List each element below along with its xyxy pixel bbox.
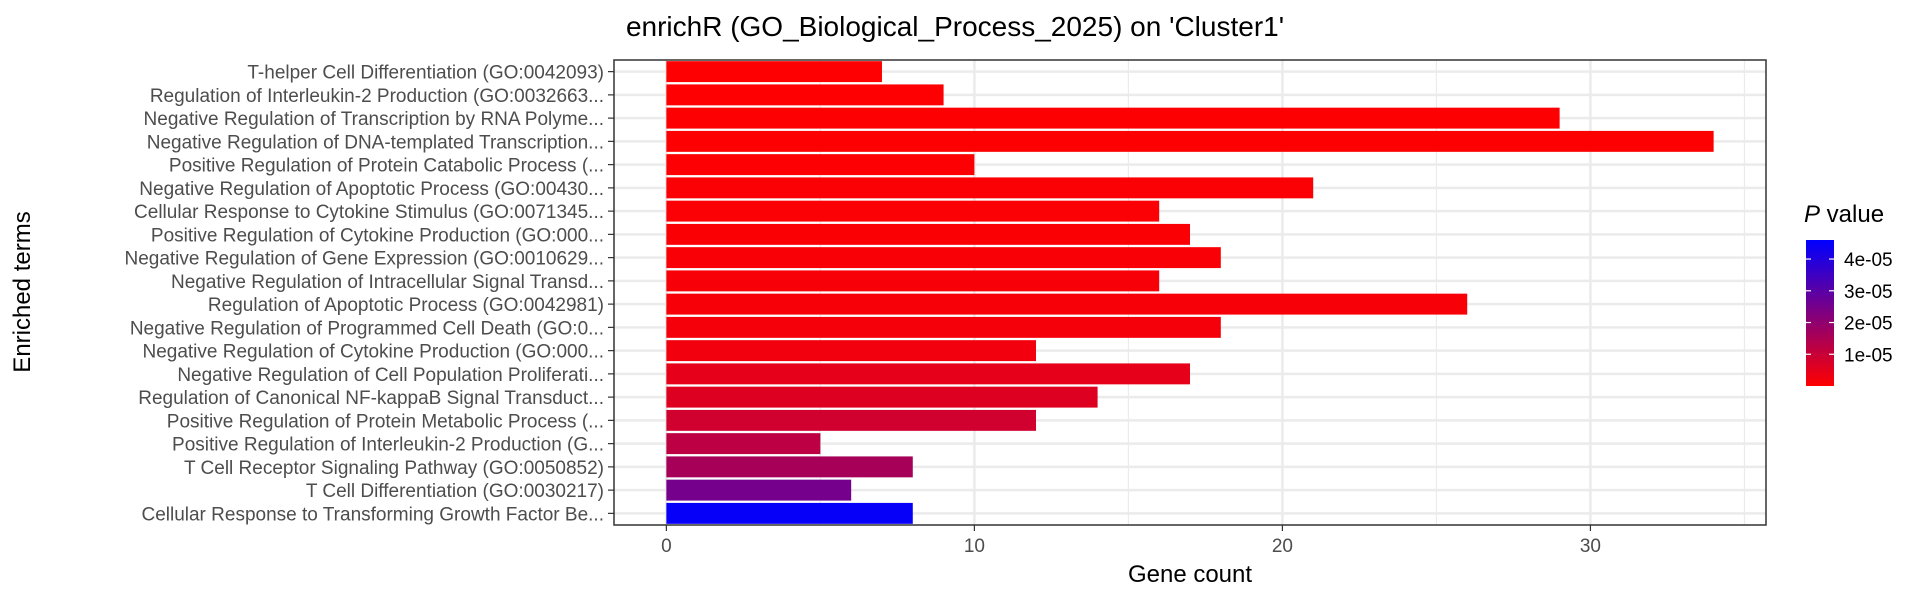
plot-panel-border [613, 59, 1767, 526]
bar [666, 154, 975, 176]
x-tick-label: 10 [964, 536, 985, 557]
plot-background [614, 60, 1766, 525]
y-tick-label: Negative Regulation of Apoptotic Process… [139, 179, 604, 200]
bar [666, 200, 1160, 222]
bar [666, 363, 1190, 385]
bar [666, 316, 1221, 338]
bar [666, 84, 944, 106]
y-tick-label: Regulation of Apoptotic Process (GO:0042… [208, 295, 604, 316]
y-tick-label: Positive Regulation of Cytokine Producti… [151, 225, 604, 246]
legend-title-value: value [1820, 201, 1884, 228]
bar [666, 247, 1221, 269]
bar [666, 340, 1036, 362]
y-tick-label: Negative Regulation of Gene Expression (… [124, 249, 604, 270]
bar [666, 479, 852, 501]
y-tick-label: Positive Regulation of Protein Catabolic… [169, 156, 604, 177]
colorbar-tick-label: 3e-05 [1844, 282, 1893, 303]
y-tick-label: Negative Regulation of DNA-templated Tra… [147, 132, 604, 153]
bar [666, 293, 1468, 315]
y-tick-label: Cellular Response to Transforming Growth… [141, 504, 604, 525]
y-tick-label: Regulation of Interleukin-2 Production (… [150, 86, 604, 107]
y-tick-label: Positive Regulation of Interleukin-2 Pro… [172, 435, 604, 456]
bar [666, 61, 882, 83]
legend-title-p: P [1804, 201, 1820, 228]
y-tick-label: T Cell Receptor Signaling Pathway (GO:00… [184, 458, 604, 479]
x-tick-label: 0 [661, 536, 672, 557]
x-tick-labels: 0 10 20 30 [661, 525, 1601, 557]
y-tick-label: Positive Regulation of Protein Metabolic… [167, 411, 604, 432]
bar [666, 433, 821, 455]
bar [666, 130, 1714, 152]
legend-title: P value [1804, 201, 1884, 228]
colorbar-tick-label: 2e-05 [1844, 314, 1893, 335]
y-axis-title: Enriched terms [9, 211, 36, 372]
bar [666, 502, 913, 524]
y-tick-labels: T-helper Cell Differentiation (GO:004209… [124, 63, 614, 525]
y-tick-label: Negative Regulation of Transcription by … [144, 109, 604, 130]
p-value-legend: P value 1e-05 2e-05 3e-05 4e-05 [1804, 201, 1893, 386]
x-tick-label: 30 [1580, 536, 1601, 557]
bar [666, 177, 1314, 199]
bar [666, 456, 913, 478]
bar [666, 107, 1560, 129]
colorbar-ticks: 1e-05 2e-05 3e-05 4e-05 [1806, 250, 1893, 366]
bar [666, 223, 1190, 245]
colorbar [1806, 240, 1834, 386]
x-axis-title: Gene count [1128, 561, 1252, 588]
y-tick-label: Negative Regulation of Programmed Cell D… [130, 318, 604, 339]
colorbar-tick-label: 4e-05 [1844, 250, 1893, 271]
y-tick-label: Negative Regulation of Cell Population P… [177, 365, 604, 386]
bar [666, 270, 1160, 292]
grid-lines [614, 60, 1766, 525]
bar [666, 386, 1098, 408]
y-tick-label: T Cell Differentiation (GO:0030217) [306, 481, 604, 502]
y-tick-label: Negative Regulation of Cytokine Producti… [142, 342, 604, 363]
y-tick-label: T-helper Cell Differentiation (GO:004209… [247, 63, 604, 84]
bar [666, 409, 1036, 431]
x-tick-label: 20 [1272, 536, 1293, 557]
y-tick-label: Negative Regulation of Intracellular Sig… [171, 272, 604, 293]
bars [666, 61, 1714, 524]
y-tick-label: Regulation of Canonical NF-kappaB Signal… [138, 388, 604, 409]
y-tick-label: Cellular Response to Cytokine Stimulus (… [134, 202, 604, 223]
colorbar-tick-label: 1e-05 [1844, 345, 1893, 366]
chart-title: enrichR (GO_Biological_Process_2025) on … [626, 11, 1284, 42]
